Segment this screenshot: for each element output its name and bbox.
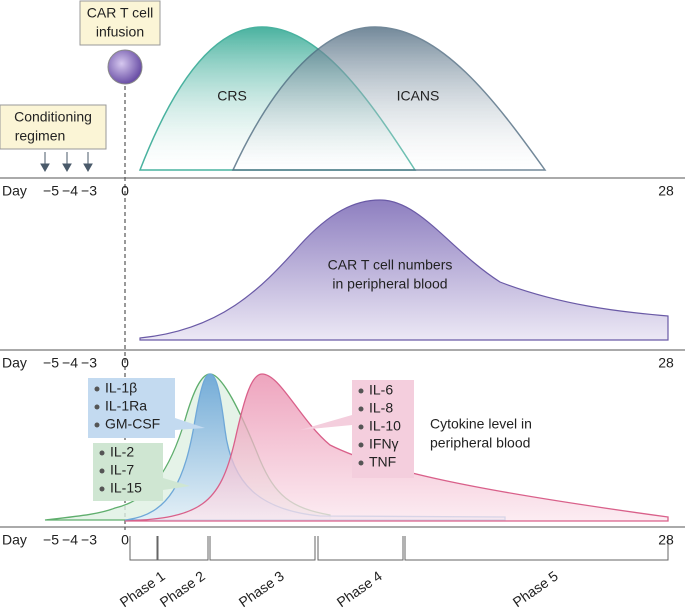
box-pointer bbox=[163, 478, 190, 490]
car-t-label: CAR T cell numbers bbox=[328, 257, 453, 273]
day-tick: −5 bbox=[43, 532, 59, 548]
day-tick: −5 bbox=[43, 355, 59, 371]
day-tick: 28 bbox=[658, 532, 674, 548]
cytokine-label: peripheral blood bbox=[430, 435, 530, 451]
conditioning-label: Conditioning bbox=[14, 109, 92, 125]
phase-label: Phase 4 bbox=[334, 568, 385, 611]
conditioning-box bbox=[0, 104, 107, 150]
bullet bbox=[99, 468, 105, 474]
day-tick: 0 bbox=[121, 355, 129, 371]
conditioning-label: regimen bbox=[15, 128, 66, 144]
cytokine-label: Cytokine level in bbox=[430, 416, 532, 432]
bullet bbox=[358, 424, 364, 430]
bullet bbox=[358, 388, 364, 394]
crs-label: CRS bbox=[217, 88, 247, 104]
day-tick: −3 bbox=[81, 532, 97, 548]
cytokine-name: IL-7 bbox=[110, 462, 134, 478]
cytokine-name: IL-10 bbox=[369, 418, 401, 434]
bullet bbox=[94, 386, 100, 392]
bullet bbox=[99, 486, 105, 492]
cytokine-name: IL-1β bbox=[105, 380, 137, 396]
day-label: Day bbox=[2, 183, 27, 199]
cytokine-name: IFNγ bbox=[369, 436, 399, 452]
day-tick: −4 bbox=[62, 183, 78, 199]
day-tick: 0 bbox=[121, 532, 129, 548]
cytokine-name: IL-6 bbox=[369, 382, 393, 398]
phase-brackets bbox=[129, 536, 669, 561]
day-tick: 0 bbox=[121, 183, 129, 199]
day-tick: −3 bbox=[81, 183, 97, 199]
infusion-label: infusion bbox=[96, 24, 144, 40]
icans-curve bbox=[231, 26, 547, 171]
bullet bbox=[94, 404, 100, 410]
day-tick: −4 bbox=[62, 355, 78, 371]
day-tick: −4 bbox=[62, 532, 78, 548]
box-pointer bbox=[300, 415, 352, 430]
day-tick: 28 bbox=[658, 355, 674, 371]
bullet bbox=[358, 406, 364, 412]
day-label: Day bbox=[2, 532, 27, 548]
cytokine-box-green bbox=[93, 443, 163, 501]
car-t-cell bbox=[107, 49, 143, 85]
cytokine-box-blue bbox=[88, 378, 175, 438]
bullet bbox=[99, 450, 105, 456]
infusion-label: CAR T cell bbox=[87, 5, 153, 21]
box-pointer bbox=[175, 418, 205, 430]
car-t-curve bbox=[139, 199, 669, 341]
cytokine-name: IL-8 bbox=[369, 400, 393, 416]
car-t-label: in peripheral blood bbox=[332, 276, 447, 292]
cytokine-name: IL-2 bbox=[110, 444, 134, 460]
conditioning-arrows bbox=[40, 152, 93, 173]
phase-label: Phase 5 bbox=[510, 568, 561, 611]
cytokine-name: TNF bbox=[369, 454, 396, 470]
bullet bbox=[358, 460, 364, 466]
day-tick: 28 bbox=[658, 183, 674, 199]
cytokine-name: IL-15 bbox=[110, 480, 142, 496]
cytokine-name: GM-CSF bbox=[105, 416, 160, 432]
cytokine-pink bbox=[124, 373, 669, 522]
phase-label: Phase 3 bbox=[236, 568, 287, 611]
day-label: Day bbox=[2, 355, 27, 371]
phase-label: Phase 2 bbox=[157, 568, 208, 611]
day-tick: −3 bbox=[81, 355, 97, 371]
bullet bbox=[94, 422, 100, 428]
day-tick: −5 bbox=[43, 183, 59, 199]
infusion-box bbox=[79, 0, 161, 46]
icans-label: ICANS bbox=[397, 88, 440, 104]
bullet bbox=[358, 442, 364, 448]
cytokine-name: IL-1Ra bbox=[105, 398, 147, 414]
